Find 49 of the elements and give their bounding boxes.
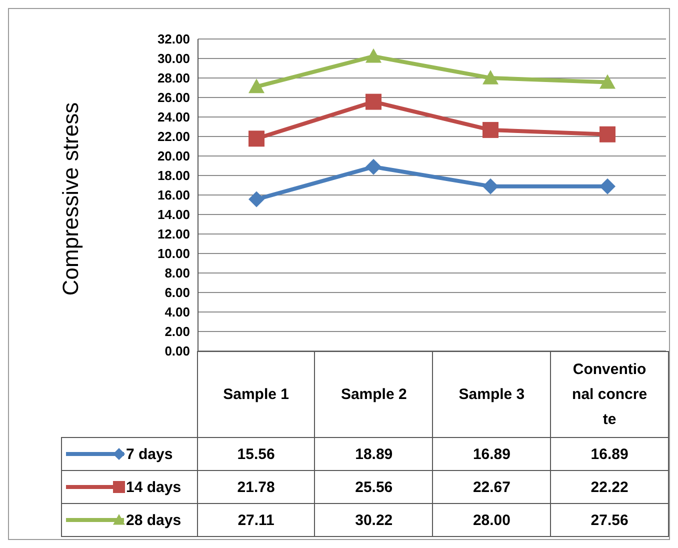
y-axis-title: Compressive stress	[58, 102, 84, 296]
point	[366, 48, 382, 63]
data-label: 15.56	[197, 438, 315, 470]
y-tick-label: 22.00	[157, 129, 190, 144]
point	[482, 178, 498, 194]
y-tick-label: 6.00	[164, 285, 190, 300]
y-tick-label: 16.00	[157, 188, 190, 203]
data-label: 16.89	[432, 438, 551, 470]
y-tick-label: 4.00	[164, 304, 190, 320]
point	[482, 70, 498, 84]
data-label: 22.67	[432, 470, 551, 504]
legend-label: 28 days	[126, 512, 182, 528]
data-label: 30.22	[314, 504, 433, 536]
x-tick-label: Conventional concrete	[571, 360, 648, 430]
y-tick-label: 10.00	[157, 246, 190, 262]
point	[600, 74, 616, 89]
x-tick-label: Sample 1	[222, 385, 290, 405]
point	[248, 191, 264, 208]
y-tick-label: 14.00	[157, 207, 190, 222]
point	[248, 78, 264, 94]
data-label: 18.89	[314, 438, 433, 470]
point	[600, 178, 616, 194]
point	[248, 130, 264, 147]
y-tick-label: 26.00	[157, 90, 190, 106]
data-label: 25.56	[314, 470, 433, 504]
point	[366, 158, 382, 175]
x-tick-label: Sample 2	[340, 385, 408, 405]
y-tick-label: 18.00	[157, 168, 190, 184]
data-label: 22.22	[550, 470, 668, 504]
y-tick-label: 28.00	[157, 70, 190, 86]
y-tick-label: 0.00	[164, 344, 190, 359]
point	[366, 94, 382, 110]
data-label: 16.89	[550, 438, 668, 470]
data-label: 27.11	[197, 504, 315, 536]
data-label: 28.00	[432, 504, 551, 536]
y-tick-label: 32.00	[157, 32, 190, 47]
y-tick-label: 8.00	[164, 266, 190, 281]
y-tick-label: 2.00	[164, 324, 190, 340]
y-tick-label: 20.00	[157, 148, 190, 164]
point	[482, 122, 498, 138]
legend-label: 7 days	[126, 446, 173, 462]
x-tick-label: Sample 3	[458, 385, 526, 405]
data-label: 21.78	[197, 470, 315, 504]
y-tick-label: 30.00	[157, 51, 190, 66]
legend-label: 14 days	[126, 478, 182, 496]
point	[600, 126, 616, 142]
y-tick-label: 12.00	[157, 226, 190, 242]
data-label: 27.56	[550, 504, 668, 536]
y-tick-label: 24.00	[157, 110, 190, 125]
